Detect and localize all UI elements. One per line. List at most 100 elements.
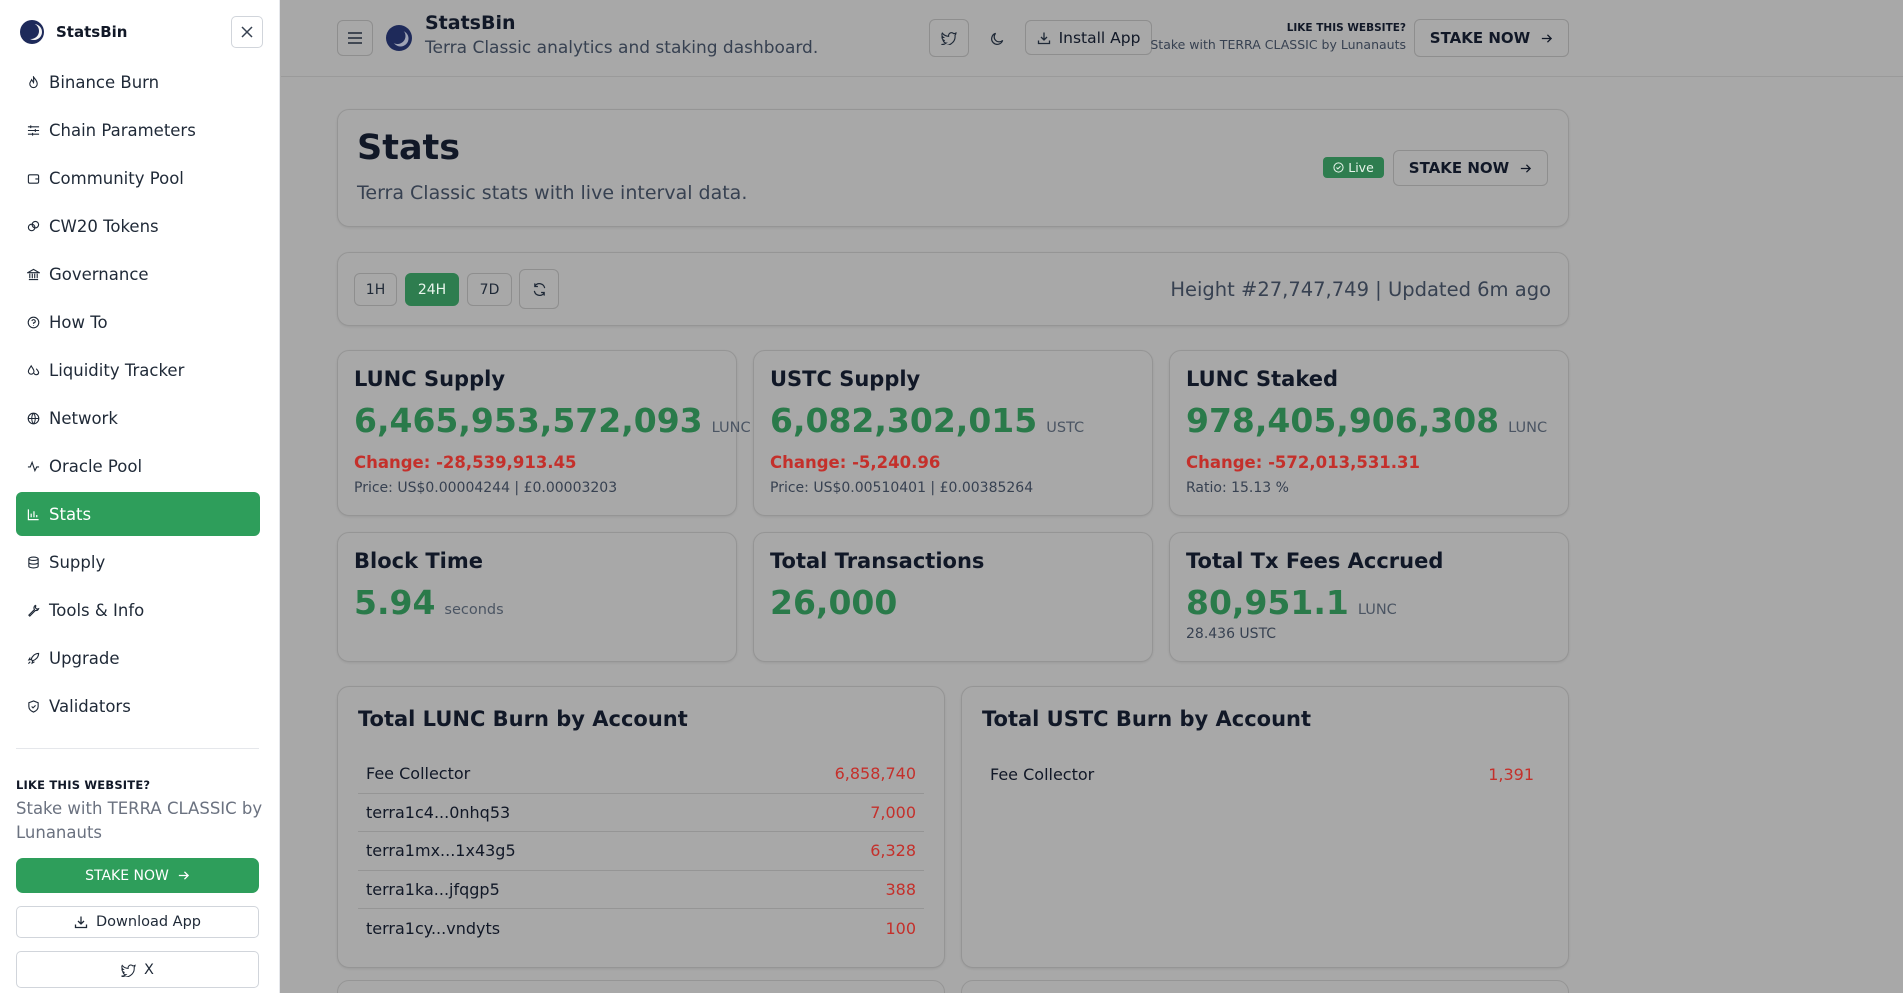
table-row: terra1mx...1x43g5 6,328 <box>358 832 924 871</box>
x-label: X <box>144 961 154 978</box>
sidebar-item-label: Binance Burn <box>49 72 160 92</box>
check-circle-icon <box>1333 162 1344 173</box>
moon-icon <box>990 32 1003 45</box>
metric-unit: LUNC <box>1508 420 1548 436</box>
sidebar-item-upgrade[interactable]: Upgrade <box>16 636 260 680</box>
metric-title: Total Transactions <box>770 549 985 573</box>
lunc-burn-card: Total LUNC Burn by Account Fee Collector… <box>337 686 945 968</box>
x-social-button[interactable]: X <box>16 951 259 988</box>
metric-unit: LUNC <box>711 420 751 436</box>
download-icon <box>1037 32 1050 44</box>
globe-icon <box>27 412 40 424</box>
sidebar-item-label: Community Pool <box>49 168 184 188</box>
page-subtitle: Terra Classic stats with live interval d… <box>357 182 748 204</box>
droplets-icon <box>27 364 40 375</box>
metric-value-row: 26,000 <box>770 583 897 622</box>
wrench-icon <box>28 604 40 617</box>
sidebar-item-label: Network <box>49 408 118 428</box>
sidebar-item-validators[interactable]: Validators <box>16 684 260 728</box>
sidebar-item-label: Governance <box>49 264 149 284</box>
next-card-peek <box>961 980 1569 993</box>
sliders-icon <box>27 124 40 136</box>
metric-unit: LUNC <box>1357 602 1397 618</box>
download-icon <box>74 916 88 929</box>
sidebar-item-stats[interactable]: Stats <box>16 492 260 536</box>
burn-amount: 7,000 <box>870 802 916 822</box>
header-like-label: LIKE THIS WEBSITE? <box>1286 22 1406 34</box>
range-7d-button[interactable]: 7D <box>467 273 512 306</box>
lunc-staked-card: LUNC Staked 978,405,906,308 LUNC Change:… <box>1169 350 1569 516</box>
install-app-button[interactable]: Install App <box>1025 20 1152 55</box>
rocket-icon <box>27 652 40 664</box>
sidebar-close-button[interactable] <box>231 16 263 48</box>
arrow-right-icon <box>1542 33 1553 43</box>
burn-amount: 1,391 <box>1488 764 1534 784</box>
header-logo-icon <box>386 25 412 51</box>
sidebar-like-label: LIKE THIS WEBSITE? <box>16 778 151 792</box>
sidebar-item-label: Upgrade <box>49 648 120 668</box>
sidebar-item-binance-burn[interactable]: Binance Burn <box>16 60 260 104</box>
menu-toggle-button[interactable] <box>337 20 373 56</box>
download-app-button[interactable]: Download App <box>16 906 259 938</box>
metric-value-row: 6,465,953,572,093 LUNC <box>354 401 751 440</box>
metric-price: Price: US$0.00510401 | £0.00385264 <box>770 480 1034 496</box>
burn-account: Fee Collector <box>990 764 1095 784</box>
refresh-button[interactable] <box>519 269 559 309</box>
metric-value: 6,082,302,015 <box>770 401 1038 440</box>
header-twitter-button[interactable] <box>929 19 969 57</box>
sidebar-item-label: Validators <box>49 696 131 716</box>
close-icon <box>241 26 253 38</box>
sidebar-item-label: Liquidity Tracker <box>49 360 185 380</box>
sidebar-item-supply[interactable]: Supply <box>16 540 260 584</box>
metric-value-row: 80,951.1 LUNC <box>1186 583 1397 622</box>
metric-value: 6,465,953,572,093 <box>354 401 703 440</box>
table-row: terra1ka...jfqgp5 388 <box>358 871 924 909</box>
sidebar-item-community-pool[interactable]: Community Pool <box>16 156 260 200</box>
help-circle-icon <box>27 316 40 328</box>
sidebar-brand[interactable]: StatsBin <box>20 20 127 44</box>
range-1h-button[interactable]: 1H <box>354 273 397 306</box>
metric-title: LUNC Staked <box>1186 367 1338 391</box>
sidebar-item-how-to[interactable]: How To <box>16 300 260 344</box>
range-24h-button[interactable]: 24H <box>405 273 459 306</box>
time-range-card: 1H 24H 7D Height #27,747,749 | Updated 6… <box>337 252 1569 326</box>
hamburger-icon <box>348 32 362 44</box>
wallet-icon <box>27 173 40 184</box>
header-title: StatsBin <box>425 12 516 34</box>
burn-amount: 6,328 <box>870 841 916 861</box>
download-app-label: Download App <box>95 914 201 930</box>
sidebar-item-label: Oracle Pool <box>49 456 143 476</box>
header-like-sub: Stake with TERRA CLASSIC by Lunanauts <box>1150 37 1406 52</box>
sidebar: StatsBin Binance Burn Chain Parameters C… <box>0 0 280 993</box>
sidebar-item-oracle-pool[interactable]: Oracle Pool <box>16 444 260 488</box>
stats-stake-label: STAKE NOW <box>1408 159 1510 177</box>
sidebar-stake-text: Stake with TERRA CLASSIC by Lunanauts <box>16 799 263 842</box>
stats-header-card: Stats Terra Classic stats with live inte… <box>337 109 1569 227</box>
header-stake-now-button[interactable]: STAKE NOW <box>1414 19 1569 57</box>
sidebar-item-network[interactable]: Network <box>16 396 260 440</box>
sidebar-item-tools-info[interactable]: Tools & Info <box>16 588 260 632</box>
top-header <box>281 0 1903 77</box>
stats-stake-now-button[interactable]: STAKE NOW <box>1393 150 1548 186</box>
coins-icon <box>27 220 40 231</box>
sidebar-item-label: Stats <box>49 504 92 524</box>
metric-title: Total Tx Fees Accrued <box>1186 549 1444 573</box>
activity-icon <box>27 460 40 472</box>
sidebar-item-label: How To <box>49 312 108 332</box>
metric-unit: USTC <box>1046 420 1085 436</box>
landmark-icon <box>27 268 40 280</box>
sidebar-item-liquidity-tracker[interactable]: Liquidity Tracker <box>16 348 260 392</box>
sidebar-stake-label: STAKE NOW <box>85 867 169 884</box>
metric-title: Block Time <box>354 549 484 573</box>
twitter-icon <box>121 963 136 977</box>
sidebar-stake-now-button[interactable]: STAKE NOW <box>16 858 259 893</box>
sidebar-item-cw20-tokens[interactable]: CW20 Tokens <box>16 204 260 248</box>
metric-value: 5.94 <box>354 583 436 622</box>
sidebar-item-governance[interactable]: Governance <box>16 252 260 296</box>
sidebar-item-chain-parameters[interactable]: Chain Parameters <box>16 108 260 152</box>
burn-account: terra1mx...1x43g5 <box>366 841 516 861</box>
lunc-burn-table: Fee Collector 6,858,740 terra1c4...0nhq5… <box>358 755 924 948</box>
theme-toggle-button[interactable] <box>978 19 1016 57</box>
sidebar-item-label: Supply <box>49 552 106 572</box>
burn-amount: 388 <box>885 879 916 899</box>
